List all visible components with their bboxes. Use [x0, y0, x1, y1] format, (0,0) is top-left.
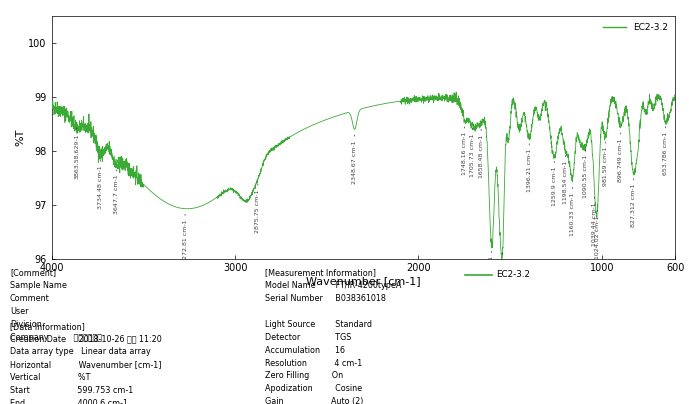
Text: 1600.88 cm-1: 1600.88 cm-1 — [489, 257, 494, 299]
Y-axis label: %T: %T — [16, 128, 25, 146]
Text: 3734.48 cm-1: 3734.48 cm-1 — [98, 165, 103, 209]
Text: 1748.16 cm-1: 1748.16 cm-1 — [462, 132, 467, 175]
Text: 1024.02 cm-1: 1024.02 cm-1 — [595, 215, 600, 259]
Text: 1259.9 cm-1: 1259.9 cm-1 — [552, 166, 557, 206]
Text: [Comment]
Sample Name
Comment
User
Division
Company          さん플기기실: [Comment] Sample Name Comment User Divis… — [10, 269, 102, 342]
Text: 3272.81 cm-1: 3272.81 cm-1 — [183, 219, 187, 263]
Text: [Data Information]
Creation Date     2018-10-26 오전 11:20
Data array type   Linea: [Data Information] Creation Date 2018-10… — [10, 322, 162, 404]
Text: 1540.85 cm-1: 1540.85 cm-1 — [500, 258, 505, 301]
Text: 1198.54 cm-1: 1198.54 cm-1 — [563, 161, 568, 204]
Text: 653.786 cm-1: 653.786 cm-1 — [663, 132, 668, 175]
Text: 3863,58,629-1: 3863,58,629-1 — [74, 133, 79, 179]
Text: 1039.44 cm-1: 1039.44 cm-1 — [592, 202, 597, 246]
Text: 981.59 cm-1: 981.59 cm-1 — [603, 147, 608, 187]
Text: 1090.55 cm-1: 1090.55 cm-1 — [583, 155, 588, 198]
Text: 2875.75 cm-1: 2875.75 cm-1 — [256, 189, 260, 233]
X-axis label: Wavenumber [cm-1]: Wavenumber [cm-1] — [306, 276, 421, 286]
Text: 1160.33 cm-1: 1160.33 cm-1 — [570, 192, 575, 236]
Text: EC2-3.2: EC2-3.2 — [496, 270, 530, 279]
Text: 896.749 cm-1: 896.749 cm-1 — [618, 138, 624, 181]
Text: 827.312 cm-1: 827.312 cm-1 — [631, 184, 636, 227]
Text: 1658.48 cm-1: 1658.48 cm-1 — [479, 135, 484, 178]
Legend: EC2-3.2: EC2-3.2 — [601, 21, 670, 35]
Text: 1705.73 cm-1: 1705.73 cm-1 — [470, 133, 475, 177]
Text: 2348.67 cm-1: 2348.67 cm-1 — [352, 140, 357, 183]
Text: [Measurement Information]
Model Name        FT/IR-4200typeA
Serial Number     B0: [Measurement Information] Model Name FT/… — [265, 269, 402, 404]
Text: 3647.7 cm-1: 3647.7 cm-1 — [114, 175, 119, 215]
Text: 1396.21 cm-1: 1396.21 cm-1 — [526, 149, 532, 192]
